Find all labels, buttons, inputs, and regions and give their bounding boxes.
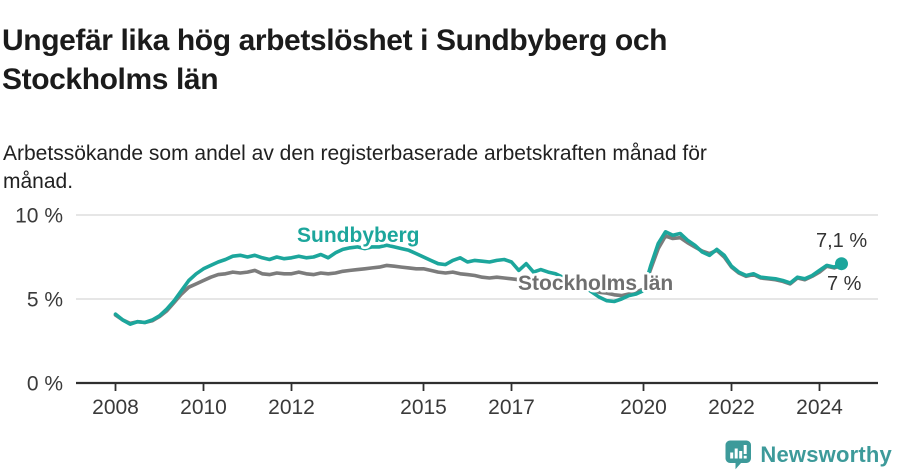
page-subtitle: Arbetssökande som andel av den registerb… — [3, 140, 863, 196]
x-tick-label: 2020 — [620, 396, 667, 419]
series-line-stockholms-lan — [113, 234, 844, 326]
y-gridlines — [76, 214, 878, 385]
series-end-dot-sundbyberg — [835, 257, 848, 271]
y-tick-label: 10 % — [15, 205, 63, 228]
newsworthy-icon — [725, 440, 752, 470]
page-title-line2: Stockholms län — [2, 63, 219, 97]
series-label-stockholms-lan: Stockholms län — [518, 272, 673, 295]
x-tick-labels: 2008 2010 2012 2015 2017 2020 2022 2024 — [92, 396, 843, 419]
x-tick-marks — [114, 384, 821, 391]
newsworthy-icon-bars — [730, 445, 748, 459]
x-tick-label: 2015 — [400, 396, 447, 419]
x-tick-label: 2010 — [180, 396, 227, 419]
end-value-label-stockholms-lan: 7 % — [827, 273, 862, 295]
series-line-sundbyberg — [113, 230, 844, 327]
x-tick-label: 2008 — [92, 396, 139, 419]
y-tick-label: 5 % — [27, 289, 63, 312]
page-title: Ungefär lika hög arbetslöshet i Sundbybe… — [2, 21, 862, 99]
x-tick-label: 2022 — [708, 396, 755, 419]
x-tick-label: 2017 — [488, 396, 535, 419]
newsworthy-wordmark: Newsworthy — [760, 442, 892, 467]
series-label-sundbyberg: Sundbyberg — [297, 224, 420, 247]
page-subtitle-line2: månad. — [3, 170, 74, 193]
page-subtitle-line1: Arbetssökande som andel av den registerb… — [3, 142, 707, 165]
page-title-line1: Ungefär lika hög arbetslöshet i Sundbybe… — [2, 24, 668, 58]
newsworthy-icon-bubble — [725, 440, 752, 470]
end-value-label-sundbyberg: 7,1 % — [816, 230, 867, 252]
x-tick-label: 2012 — [268, 396, 315, 419]
newsworthy-logo: Newsworthy — [725, 440, 892, 470]
y-tick-labels: 10 % 5 % 0 % — [15, 205, 63, 396]
x-tick-label: 2024 — [796, 396, 843, 419]
y-tick-label: 0 % — [27, 373, 63, 396]
